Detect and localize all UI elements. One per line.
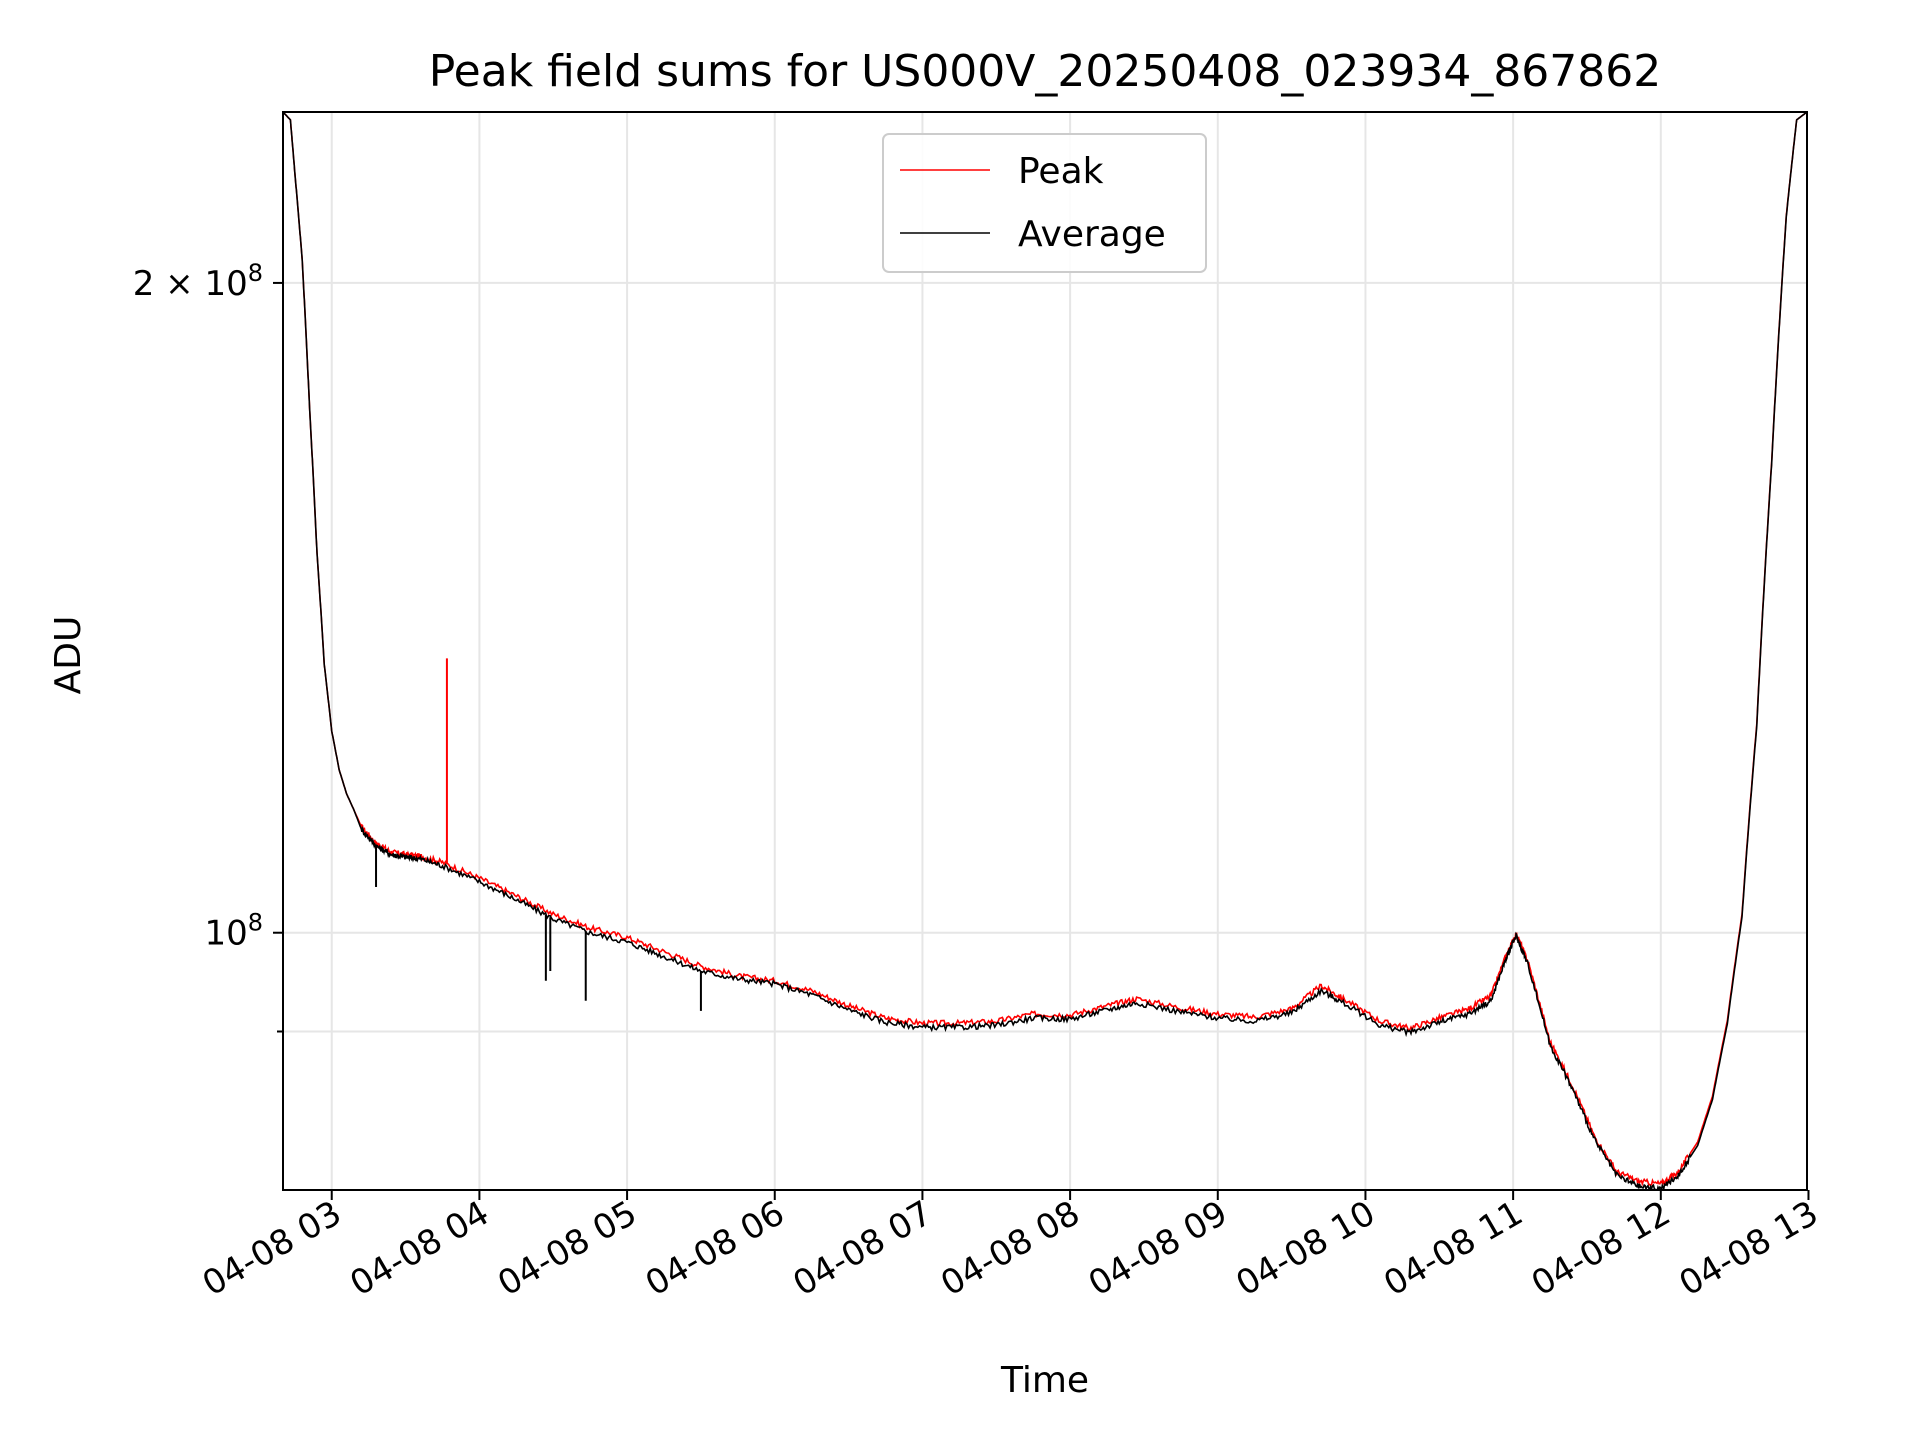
legend-label-peak: Peak: [1018, 151, 1104, 192]
legend-label-average: Average: [1018, 214, 1166, 255]
y-tick-label: 2 × 108: [133, 259, 263, 304]
x-axis-label: Time: [1000, 1360, 1089, 1401]
y-axis-label: ADU: [48, 616, 89, 695]
legend: Peak Average: [882, 133, 1207, 273]
legend-box: [882, 133, 1207, 273]
y-tick-label: 108: [204, 909, 263, 954]
chart-title: Peak field sums for US000V_20250408_0239…: [429, 46, 1662, 97]
series-line-average: [283, 112, 1807, 1190]
grid: [283, 112, 1807, 1190]
plot-area: [283, 112, 1807, 1190]
plot-frame: [282, 111, 1808, 1191]
